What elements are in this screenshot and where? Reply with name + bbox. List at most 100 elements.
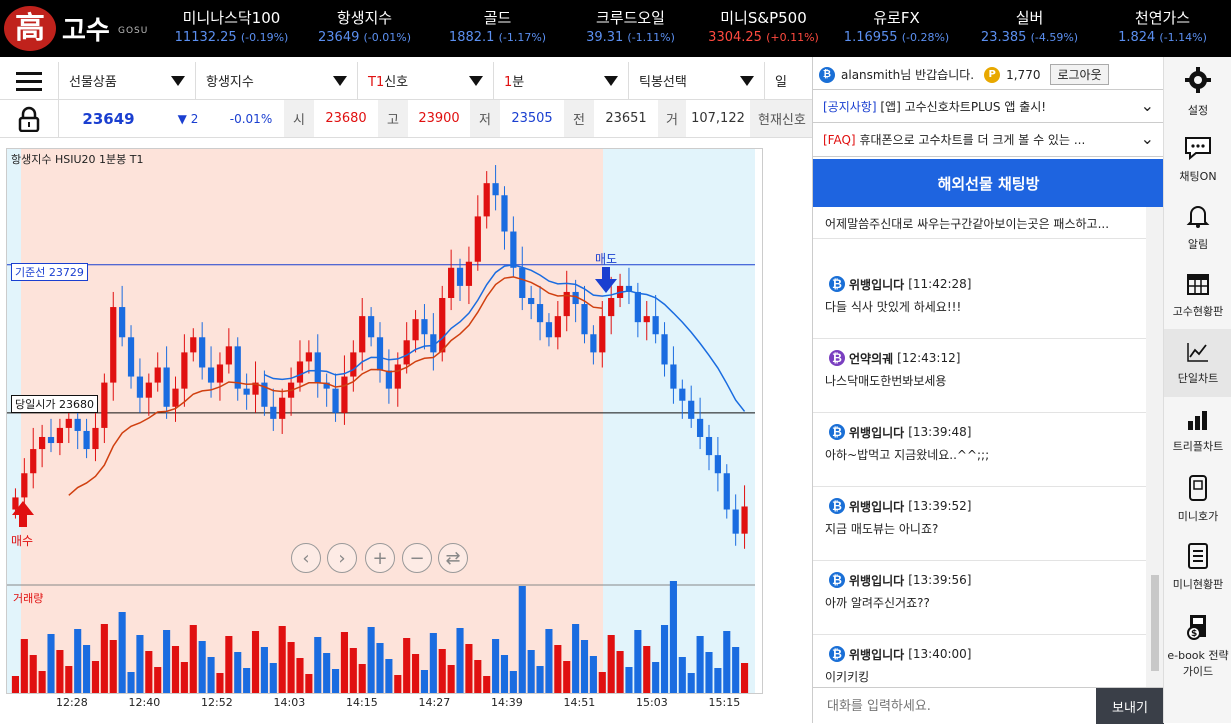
- sidebar-item-label: 채팅ON: [1179, 169, 1217, 183]
- message-user[interactable]: 위뱅입니다: [849, 573, 905, 588]
- sidebar-item[interactable]: 설정: [1164, 57, 1231, 125]
- candle-body: [243, 388, 250, 395]
- logo[interactable]: 高 고수 GOSU: [0, 0, 165, 57]
- sidebar-item[interactable]: 트리플차트: [1164, 397, 1231, 465]
- ticker-item[interactable]: 미니나스닥100 11132.25 (-0.19%): [165, 0, 298, 57]
- refresh-button[interactable]: ⇄: [438, 543, 468, 573]
- bell-icon: [1186, 203, 1210, 236]
- volume-bar: [723, 631, 731, 693]
- candle-body: [412, 319, 419, 341]
- chart-title: 항생지수 HSIU20 1분봉 T1: [11, 153, 144, 166]
- notice-row[interactable]: [공지사항] [앱] 고수신호차트PLUS 앱 출시! ⌄: [813, 89, 1164, 123]
- sidebar-item-label: 고수현황판: [1172, 304, 1224, 318]
- high-value: 23900: [418, 111, 460, 126]
- candle-body: [483, 183, 490, 217]
- volume-bar: [474, 660, 482, 693]
- futures-select[interactable]: 선물상품: [58, 62, 195, 99]
- candle-body: [448, 267, 455, 298]
- candle-select[interactable]: 틱봉선택: [628, 62, 764, 99]
- open-line-label: 당일시가 23680: [11, 395, 98, 413]
- sidebar-item[interactable]: 미니현황판: [1164, 533, 1231, 601]
- candle-body: [625, 285, 633, 292]
- prev-tag: 전: [564, 100, 594, 137]
- candle-body: [519, 267, 526, 298]
- volume-bar: [580, 640, 589, 693]
- ticker-quote: 1882.1 (-1.17%): [431, 30, 564, 45]
- notice-tag: [공지사항]: [823, 99, 877, 114]
- interval-select[interactable]: 1분: [493, 62, 628, 99]
- volume-bar: [91, 661, 100, 693]
- candle-body: [350, 352, 357, 377]
- signal-status[interactable]: 현재신호: [750, 100, 812, 137]
- candle-body: [110, 307, 117, 383]
- sidebar-item[interactable]: 채팅ON: [1164, 125, 1231, 193]
- message-user[interactable]: 위뱅입니다: [849, 499, 905, 514]
- ticker-item[interactable]: 천연가스 1.824 (-1.14%): [1096, 0, 1229, 57]
- list-item: ₿ 위뱅입니다 [11:42:28] 다들 식사 맛있게 하세요!!!: [813, 265, 1146, 339]
- menu-icon[interactable]: [0, 62, 58, 99]
- chat-scrollbar[interactable]: [1146, 207, 1164, 687]
- ticker-item[interactable]: 유로FX 1.16955 (-0.28%): [830, 0, 963, 57]
- list-item: ₿ 위뱅입니다 [13:39:48] 아하~밥먹고 지금왔네요..^^;;;: [813, 413, 1146, 487]
- ticker-quote: 23.385 (-4.59%): [963, 30, 1096, 45]
- volume-bar: [367, 627, 375, 693]
- volume-bar: [109, 640, 117, 693]
- day-button[interactable]: 일: [764, 62, 812, 99]
- sidebar-item-label: 단일차트: [1177, 371, 1219, 385]
- volume-bar: [660, 625, 669, 693]
- ticker-item[interactable]: 골드 1882.1 (-1.17%): [431, 0, 564, 57]
- ticker-item[interactable]: 크루드오일 39.31 (-1.11%): [564, 0, 697, 57]
- index-select-label: 항생지수: [206, 75, 254, 90]
- volume-bar: [554, 645, 562, 693]
- candle-body: [74, 418, 81, 431]
- zoom-in-button[interactable]: +: [365, 543, 395, 573]
- chat-input[interactable]: [813, 688, 1096, 724]
- zoom-out-button[interactable]: −: [402, 543, 432, 573]
- ma-line: [68, 276, 603, 496]
- sidebar-item[interactable]: 알림: [1164, 193, 1231, 261]
- volume-value: 107,122: [691, 111, 745, 126]
- x-tick-label: 14:27: [418, 696, 451, 709]
- lock-icon[interactable]: [0, 100, 58, 137]
- candle-body: [314, 352, 321, 383]
- volume-bar: [358, 664, 366, 693]
- sidebar-item[interactable]: 단일차트: [1164, 329, 1231, 397]
- ticker-item[interactable]: 실버 23.385 (-4.59%): [963, 0, 1096, 57]
- send-button[interactable]: 보내기: [1096, 688, 1164, 724]
- candle-body: [394, 364, 401, 389]
- axis-bg: [755, 149, 762, 693]
- bar-chart-icon: [1186, 409, 1210, 438]
- message-user[interactable]: 위뱅입니다: [849, 425, 905, 440]
- sidebar-item[interactable]: $ e-book 전략가이드: [1164, 601, 1231, 691]
- x-tick-label: 12:52: [201, 696, 233, 709]
- sidebar-item-label: 설정: [1187, 103, 1209, 117]
- chevron-down-icon: [604, 75, 618, 86]
- volume-bar: [269, 663, 277, 693]
- candle-body: [456, 267, 464, 286]
- ticker-item[interactable]: 미니S&P500 3304.25 (+0.11%): [697, 0, 830, 57]
- message-user[interactable]: 언약의궤: [849, 351, 894, 366]
- x-tick-label: 14:51: [563, 696, 596, 709]
- message-list[interactable]: 어제말씀주신대로 싸우는구간같아보이는곳은 패스하고... ₿ 위뱅입니다 [11:…: [813, 207, 1164, 687]
- scroll-left-button[interactable]: ‹: [291, 543, 321, 573]
- bitcoin-icon: ₿: [819, 66, 835, 83]
- logout-button[interactable]: 로그아웃: [1050, 64, 1109, 85]
- index-select[interactable]: 항생지수: [195, 62, 357, 99]
- scrollbar-thumb[interactable]: [1151, 575, 1159, 671]
- sidebar-item[interactable]: 고수현황판: [1164, 261, 1231, 329]
- ticker-quote: 1.16955 (-0.28%): [830, 30, 963, 45]
- message-header: ₿ 위뱅입니다 [11:42:28]: [825, 275, 1146, 293]
- candle-body: [643, 316, 650, 323]
- sidebar-item[interactable]: 미니호가: [1164, 465, 1231, 533]
- message-user[interactable]: 위뱅입니다: [849, 277, 905, 292]
- scroll-right-button[interactable]: ›: [327, 543, 357, 573]
- chevron-down-icon: ⌄: [1140, 129, 1154, 148]
- volume-bar: [447, 665, 455, 693]
- message-user[interactable]: 위뱅입니다: [849, 647, 905, 662]
- faq-row[interactable]: [FAQ] 휴대폰으로 고수차트를 더 크게 볼 수 있는 ... ⌄: [813, 123, 1164, 157]
- price-chart[interactable]: 2375623738237202370223684236662364823630…: [6, 148, 763, 694]
- sidebar-item-label: 미니호가: [1177, 509, 1219, 523]
- chat-panel: ₿ alansmith님 반갑습니다. P 1,770 로그아웃 [공지사항] …: [812, 57, 1164, 724]
- signal-select[interactable]: T1신호: [357, 62, 493, 99]
- ticker-item[interactable]: 항생지수 23649 (-0.01%): [298, 0, 431, 57]
